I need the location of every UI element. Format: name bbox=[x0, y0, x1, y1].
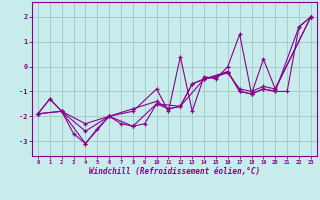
X-axis label: Windchill (Refroidissement éolien,°C): Windchill (Refroidissement éolien,°C) bbox=[89, 167, 260, 176]
